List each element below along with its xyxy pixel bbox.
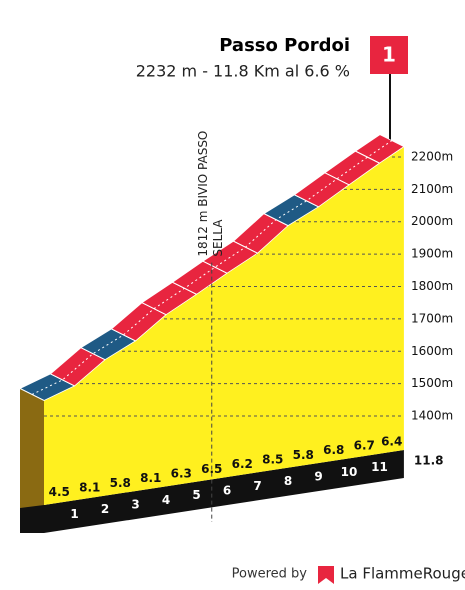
km-label: 8 — [284, 474, 292, 488]
annotation-text: 1812 m BIVIO PASSO — [196, 131, 210, 257]
km-label: 10 — [341, 465, 358, 479]
y-tick-label: 2000m — [411, 214, 453, 228]
side-face — [20, 388, 44, 533]
y-tick-label: 2100m — [411, 182, 453, 196]
km-label: 5 — [192, 488, 200, 502]
band-divider — [355, 150, 380, 164]
km-label: 7 — [253, 479, 261, 493]
y-tick-label: 1700m — [411, 311, 453, 325]
y-tick-label: 2200m — [411, 149, 453, 163]
finish-label: 1 — [382, 43, 396, 67]
gradient-label: 6.7 — [354, 439, 375, 453]
km-label: 2 — [101, 502, 109, 516]
band-divider — [202, 260, 228, 274]
y-tick-label: 1900m — [411, 247, 453, 261]
footer-brand: La FlammeRouge — [340, 565, 465, 583]
profile-face — [44, 146, 404, 505]
band-divider — [50, 373, 75, 387]
finish-flag — [370, 36, 408, 74]
km-label: 11 — [371, 460, 388, 474]
km-label: 3 — [131, 498, 139, 512]
gradient-label: 8.5 — [262, 453, 283, 467]
gradient-label: 6.2 — [232, 457, 253, 471]
gradient-label: 5.8 — [293, 448, 314, 462]
gradient-label: 8.1 — [140, 471, 161, 485]
brand-logo — [318, 566, 334, 584]
km-label: 6 — [223, 484, 231, 498]
gradient-label: 5.8 — [110, 476, 131, 490]
y-tick-label: 1500m — [411, 376, 453, 390]
km-label: 1 — [70, 507, 78, 521]
chart-subtitle: 2232 m - 11.8 Km al 6.6 % — [136, 62, 350, 81]
band-divider — [324, 172, 350, 186]
gradient-label: 4.5 — [49, 485, 70, 499]
annotation-text: SELLA — [211, 219, 225, 257]
gradient-label: 6.4 — [381, 434, 402, 448]
y-tick-label: 1800m — [411, 279, 453, 293]
km-label: 9 — [314, 470, 322, 484]
y-tick-label: 1600m — [411, 344, 453, 358]
chart-title: Passo Pordoi — [219, 35, 350, 56]
y-tick-label: 1400m — [411, 409, 453, 423]
band-divider — [111, 328, 136, 342]
band-divider — [80, 347, 106, 361]
base-band — [20, 450, 404, 533]
gradient-label: 6.8 — [323, 443, 344, 457]
gradient-label: 6.3 — [171, 467, 192, 481]
km-label: 11.8 — [414, 454, 444, 468]
band-divider — [294, 194, 319, 208]
footer-powered: Powered by — [232, 567, 308, 582]
gradient-label: 8.1 — [79, 481, 100, 495]
km-label: 4 — [162, 493, 170, 507]
